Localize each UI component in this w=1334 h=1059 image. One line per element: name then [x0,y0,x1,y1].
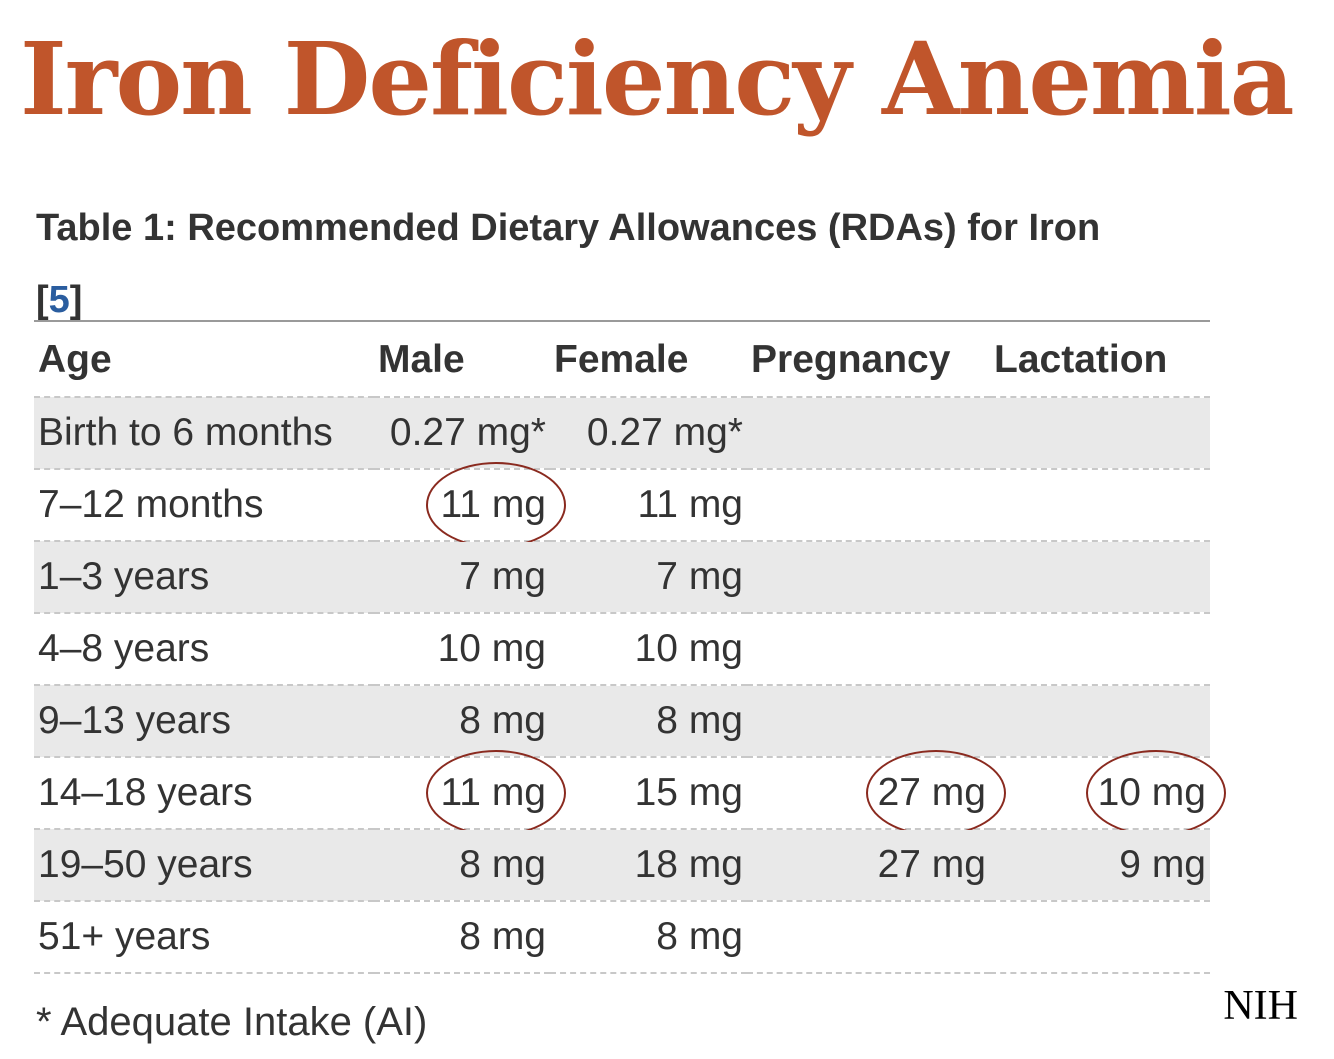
pregnancy-cell [747,612,990,685]
lactation-cell [990,684,1210,757]
female-cell: 11 mg [550,468,747,541]
female-cell: 8 mg [550,900,747,974]
pregnancy-cell: 27 mg [747,756,990,829]
lactation-cell [990,612,1210,685]
female-cell: 10 mg [550,612,747,685]
age-cell: 4–8 years [34,612,374,685]
lactation-cell [990,396,1210,469]
age-cell: 19–50 years [34,828,374,901]
table-row: 19–50 years 8 mg 18 mg 27 mg 9 mg [34,828,1210,901]
pregnancy-cell [747,684,990,757]
age-cell: 51+ years [34,900,374,974]
reference-link[interactable]: 5 [48,279,70,321]
column-header-age: Age [38,338,112,381]
pregnancy-cell [747,468,990,541]
table-row: 14–18 years 11 mg 15 mg 27 mg 10 mg [34,756,1210,829]
column-header-female: Female [554,338,689,381]
lactation-cell [990,540,1210,613]
pregnancy-cell [747,900,990,974]
pregnancy-cell: 27 mg [747,828,990,901]
rda-table: Age Male Female Pregnancy Lactation Birt… [34,324,1210,974]
table-row: 7–12 months 11 mg 11 mg [34,468,1210,541]
age-cell: 14–18 years [34,756,374,829]
male-cell: 7 mg [374,540,550,613]
table-row: 4–8 years 10 mg 10 mg [34,612,1210,685]
source-credit: NIH [1223,983,1298,1029]
caption-divider [34,320,1210,322]
table-caption: Table 1: Recommended Dietary Allowances … [36,192,1216,336]
age-cell: 9–13 years [34,684,374,757]
female-cell: 15 mg [550,756,747,829]
table-row: 51+ years 8 mg 8 mg [34,900,1210,974]
slide-title: Iron Deficiency Anemia [20,20,1295,138]
table-row: Birth to 6 months 0.27 mg* 0.27 mg* [34,396,1210,469]
female-cell: 7 mg [550,540,747,613]
lactation-cell: 9 mg [990,828,1210,901]
male-cell: 10 mg [374,612,550,685]
table-row: 9–13 years 8 mg 8 mg [34,684,1210,757]
column-header-male: Male [378,338,465,381]
pregnancy-cell [747,540,990,613]
reference-bracket-close: ] [69,279,83,321]
lactation-cell [990,900,1210,974]
table-row: 1–3 years 7 mg 7 mg [34,540,1210,613]
footnote: * Adequate Intake (AI) [36,1000,428,1044]
male-cell: 0.27 mg* [374,396,550,469]
female-cell: 0.27 mg* [550,396,747,469]
male-cell: 8 mg [374,828,550,901]
age-cell: Birth to 6 months [34,396,374,469]
female-cell: 18 mg [550,828,747,901]
pregnancy-cell [747,396,990,469]
male-cell: 8 mg [374,900,550,974]
table-caption-text: Table 1: Recommended Dietary Allowances … [36,207,1101,249]
male-cell: 11 mg [374,468,550,541]
lactation-cell: 10 mg [990,756,1210,829]
column-header-pregnancy: Pregnancy [751,338,951,381]
lactation-cell [990,468,1210,541]
male-cell: 8 mg [374,684,550,757]
table-header-row: Age Male Female Pregnancy Lactation [34,324,1210,397]
age-cell: 7–12 months [34,468,374,541]
column-header-lactation: Lactation [994,338,1168,381]
male-cell: 11 mg [374,756,550,829]
female-cell: 8 mg [550,684,747,757]
reference-bracket-open: [ [36,279,49,321]
age-cell: 1–3 years [34,540,374,613]
